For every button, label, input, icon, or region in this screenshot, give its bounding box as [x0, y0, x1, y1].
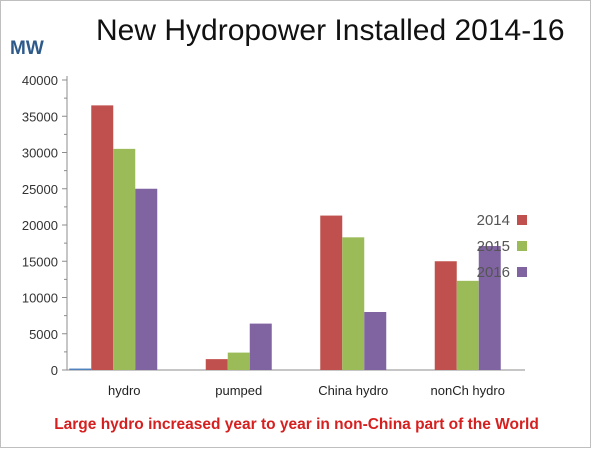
y-tick-label: 35000: [22, 109, 58, 124]
legend-swatch-2016: [517, 267, 527, 277]
bar-2015-nonCh-hydro: [456, 280, 479, 370]
x-axis-categories: hydro pumped China hydro nonCh hydro: [108, 383, 505, 398]
x-category-label: hydro: [108, 383, 141, 398]
legend-label-2016: 2016: [477, 264, 510, 281]
y-tick-label: 10000: [22, 291, 58, 306]
bar-2016-China-hydro: [364, 312, 387, 370]
bar-2016-nonCh-hydro: [478, 246, 501, 370]
footer-note: Large hydro increased year to year in no…: [54, 416, 539, 433]
legend-label-2014: 2014: [477, 212, 510, 229]
y-axis-ticks: 0 5000 10000 15000 20000 25000 30000 35000 40000: [22, 73, 67, 378]
x-category-label: pumped: [215, 383, 262, 398]
bar-2016-hydro: [135, 188, 158, 370]
chart-bars: [69, 105, 501, 371]
y-tick-label: 5000: [29, 327, 58, 342]
bar-2014-hydro: [91, 105, 114, 370]
bar-2014-China-hydro: [320, 215, 343, 370]
y-tick-label: 40000: [22, 73, 58, 88]
chart-legend: 2014 2015 2016: [477, 212, 527, 281]
y-tick-label: 15000: [22, 254, 58, 269]
bar-2014-pumped: [205, 359, 228, 370]
y-tick-label: 25000: [22, 182, 58, 197]
legend-label-2015: 2015: [477, 238, 510, 255]
y-axis-unit-label: MW: [10, 38, 44, 59]
y-tick-label: 0: [51, 363, 58, 378]
x-category-label: China hydro: [318, 383, 388, 398]
bar-2016-pumped: [249, 323, 272, 370]
bar-2015-pumped: [227, 352, 250, 370]
y-tick-label: 30000: [22, 146, 58, 161]
bar-2015-hydro: [113, 148, 136, 370]
chart-title: New Hydropower Installed 2014-16: [96, 14, 565, 47]
legend-swatch-2014: [517, 215, 527, 225]
bar-2015-China-hydro: [342, 237, 365, 370]
bar-extra-hydro: [69, 368, 92, 371]
x-category-label: nonCh hydro: [431, 383, 505, 398]
legend-swatch-2015: [517, 241, 527, 251]
y-tick-label: 20000: [22, 218, 58, 233]
bar-2014-nonCh-hydro: [434, 261, 457, 370]
